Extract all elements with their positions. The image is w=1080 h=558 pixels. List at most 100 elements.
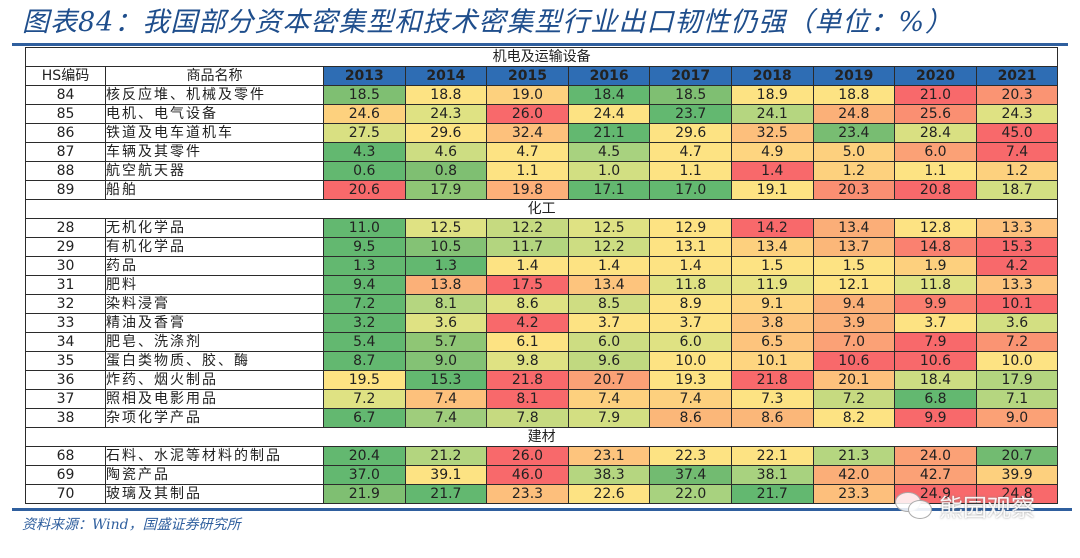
value-cell: 10.1 — [730, 351, 814, 371]
value-cell: 39.1 — [404, 465, 488, 485]
value-cell: 9.5 — [323, 237, 406, 257]
value-cell: 4.9 — [730, 142, 814, 162]
value-cell: 9.4 — [812, 294, 896, 314]
value-cell: 1.5 — [812, 256, 896, 276]
value-cell: 20.4 — [323, 446, 406, 466]
value-cell: 8.6 — [730, 408, 814, 428]
value-cell: 4.3 — [323, 142, 406, 162]
value-cell: 13.8 — [404, 275, 488, 295]
table-row: 28 无机化学品 11.0 12.5 12.2 12.5 12.9 14.2 13.4 12.8 1… — [25, 218, 1059, 238]
value-cell: 21.7 — [404, 484, 488, 504]
value-cell: 12.1 — [812, 275, 896, 295]
value-cell: 4.5 — [567, 142, 651, 162]
table-row: 32 染料浸膏 7.2 8.1 8.6 8.5 8.9 9.1 9.4 9.9 10.1 — [25, 294, 1059, 314]
product-name-cell: 玻璃及其制品 — [105, 484, 324, 504]
value-cell: 12.5 — [404, 218, 488, 238]
value-cell: 6.5 — [730, 332, 814, 352]
value-cell: 1.4 — [649, 256, 732, 276]
value-cell: 24.3 — [975, 104, 1059, 124]
column-header-year: 2014 — [404, 66, 488, 86]
value-cell: 21.0 — [894, 85, 977, 105]
hs-code-cell: 32 — [25, 294, 106, 314]
value-cell: 3.7 — [894, 313, 977, 333]
value-cell: 24.8 — [812, 104, 896, 124]
hs-code-cell: 28 — [25, 218, 106, 238]
value-cell: 24.4 — [567, 104, 651, 124]
value-cell: 21.7 — [730, 484, 814, 504]
value-cell: 20.7 — [975, 446, 1059, 466]
title-divider — [12, 43, 1068, 46]
value-cell: 1.1 — [486, 161, 569, 181]
hs-code-cell: 38 — [25, 408, 106, 428]
column-header-year: 2017 — [649, 66, 732, 86]
value-cell: 13.4 — [730, 237, 814, 257]
value-cell: 8.1 — [404, 294, 488, 314]
value-cell: 6.1 — [486, 332, 569, 352]
value-cell: 1.3 — [404, 256, 488, 276]
hs-code-cell: 29 — [25, 237, 106, 257]
value-cell: 17.0 — [649, 180, 732, 200]
hs-code-cell: 85 — [25, 104, 106, 124]
value-cell: 12.5 — [567, 218, 651, 238]
value-cell: 18.8 — [404, 85, 488, 105]
figure-title: 图表84：我国部分资本密集型和技术密集型行业出口韧性仍强（单位：%） — [22, 7, 954, 38]
section-label: 建材 — [24, 427, 1059, 447]
hs-code-cell: 84 — [25, 85, 106, 105]
table-row: 36 炸药、烟火制品 19.5 15.3 21.8 20.7 19.3 21.8 20.1 18.… — [25, 370, 1059, 390]
value-cell: 1.1 — [894, 161, 977, 181]
hs-code-cell: 70 — [25, 484, 106, 504]
table-row: 87 车辆及其零件 4.3 4.6 4.7 4.5 4.7 4.9 5.0 6.0 7.4 — [25, 142, 1059, 162]
value-cell: 37.0 — [323, 465, 406, 485]
value-cell: 1.9 — [894, 256, 977, 276]
column-header-year: 2020 — [894, 66, 977, 86]
section-label: 机电及运输设备 — [24, 47, 1059, 67]
value-cell: 7.2 — [812, 389, 896, 409]
value-cell: 1.4 — [486, 256, 569, 276]
value-cell: 3.6 — [404, 313, 488, 333]
product-name-cell: 蛋白类物质、胶、酶 — [105, 351, 324, 371]
wechat-icon — [895, 490, 935, 520]
value-cell: 3.8 — [730, 313, 814, 333]
table-row: 86 铁道及电车道机车 27.5 29.6 32.4 21.1 29.6 32.5 23.4 28… — [25, 123, 1059, 143]
hs-code-cell: 33 — [25, 313, 106, 333]
section-label: 化工 — [24, 199, 1059, 219]
value-cell: 11.0 — [323, 218, 406, 238]
value-cell: 15.3 — [975, 237, 1059, 257]
product-name-cell: 药品 — [105, 256, 324, 276]
product-name-cell: 肥皂、洗涤剂 — [105, 332, 324, 352]
value-cell: 1.2 — [812, 161, 896, 181]
value-cell: 19.0 — [486, 85, 569, 105]
value-cell: 9.6 — [567, 351, 651, 371]
value-cell: 3.9 — [812, 313, 896, 333]
header-row: HS编码 商品名称 2013 2014 2015 2016 2017 2018 2019 2020… — [25, 66, 1059, 86]
value-cell: 8.1 — [486, 389, 569, 409]
value-cell: 12.2 — [567, 237, 651, 257]
column-header-year: 2013 — [323, 66, 406, 86]
value-cell: 1.1 — [649, 161, 732, 181]
value-cell: 13.1 — [649, 237, 732, 257]
value-cell: 28.4 — [894, 123, 977, 143]
product-name-cell: 石料、水泥等材料的制品 — [105, 446, 324, 466]
value-cell: 20.8 — [894, 180, 977, 200]
value-cell: 10.6 — [812, 351, 896, 371]
value-cell: 7.4 — [567, 389, 651, 409]
value-cell: 17.9 — [975, 370, 1059, 390]
value-cell: 18.4 — [894, 370, 977, 390]
value-cell: 11.8 — [649, 275, 732, 295]
product-name-cell: 染料浸膏 — [105, 294, 324, 314]
table-row: 29 有机化学品 9.5 10.5 11.7 12.2 13.1 13.4 13.7 14.8 15… — [25, 237, 1059, 257]
section-row: 建材 — [24, 427, 1059, 447]
value-cell: 1.3 — [323, 256, 406, 276]
table-row: 30 药品 1.3 1.3 1.4 1.4 1.4 1.5 1.5 1.9 4.2 — [25, 256, 1059, 276]
value-cell: 4.7 — [649, 142, 732, 162]
product-name-cell: 炸药、烟火制品 — [105, 370, 324, 390]
hs-code-cell: 34 — [25, 332, 106, 352]
value-cell: 0.6 — [323, 161, 406, 181]
value-cell: 24.3 — [404, 104, 488, 124]
value-cell: 14.8 — [894, 237, 977, 257]
value-cell: 19.5 — [323, 370, 406, 390]
value-cell: 18.4 — [567, 85, 651, 105]
value-cell: 22.6 — [567, 484, 651, 504]
column-header-year: 2018 — [730, 66, 814, 86]
hs-code-cell: 86 — [25, 123, 106, 143]
